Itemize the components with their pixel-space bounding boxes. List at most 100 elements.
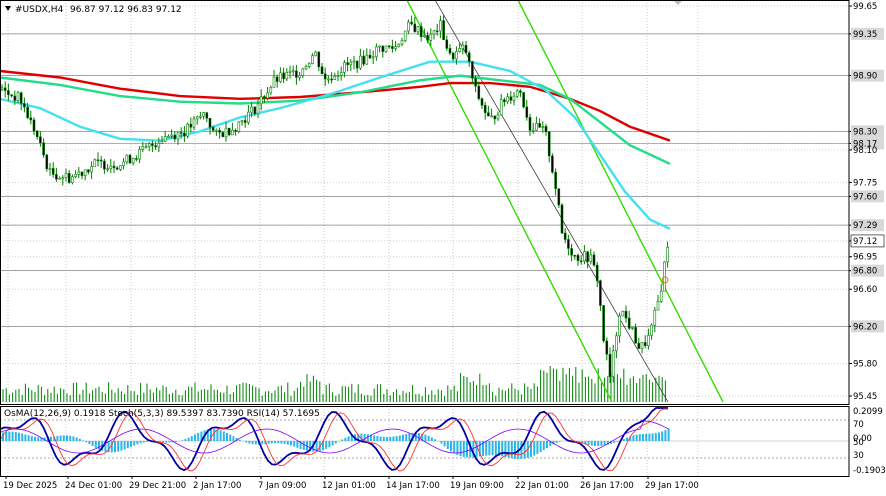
indicator-label: 70: [853, 420, 864, 430]
price-label: 99.65: [853, 2, 877, 12]
candle-body: [659, 290, 663, 302]
candle-body: [352, 60, 356, 63]
candle-body: [163, 136, 167, 142]
candle-body: [135, 158, 138, 160]
candle-body: [128, 154, 132, 164]
candle-body: [512, 95, 516, 101]
candle-body: [45, 154, 49, 170]
candle-body: [583, 251, 586, 262]
ohlc-readout: 96.87 97.12 96.83 97.12: [70, 5, 182, 15]
candle-body: [259, 96, 263, 105]
candle-body: [483, 105, 487, 113]
dropdown-triangle-icon[interactable]: [5, 6, 11, 11]
candle-body: [3, 87, 7, 91]
indicator-window[interactable]: [0, 407, 849, 472]
candle-body: [429, 33, 433, 41]
candle-body: [528, 117, 532, 131]
candle-body: [195, 116, 199, 120]
candle-body: [387, 45, 391, 48]
candle-body: [503, 99, 506, 103]
symbol-label: #USDX,H4: [15, 5, 64, 15]
candle-body: [26, 106, 29, 119]
trend-channels[interactable]: [406, 0, 724, 403]
candle-body: [160, 141, 164, 144]
frame: [0, 0, 850, 477]
candle-body: [77, 171, 81, 175]
price-label: 96.60: [853, 285, 877, 295]
candle-body: [311, 55, 314, 64]
price-label: 97.29: [853, 221, 877, 231]
candle-body: [579, 260, 583, 263]
candle-body: [394, 46, 397, 49]
candle-body: [451, 52, 455, 60]
candle-body: [109, 165, 113, 170]
candle-body: [151, 143, 154, 146]
price-label: 98.10: [853, 146, 877, 156]
candle-body: [391, 46, 394, 49]
indicator-label: 0.00: [853, 434, 872, 444]
candle-body: [247, 111, 250, 123]
candle-body: [605, 340, 609, 355]
channel-midline: [434, 0, 669, 403]
candle-body: [288, 70, 292, 73]
candle-body: [525, 106, 529, 118]
candle-body: [637, 342, 641, 349]
candle-body: [304, 66, 308, 70]
channel-line-upper: [517, 0, 724, 403]
candle-body: [240, 120, 244, 123]
time-label: 7 Jan 09:00: [258, 481, 306, 491]
candle-body: [336, 75, 340, 77]
time-label: 29 Jan 17:00: [645, 481, 699, 491]
candle-body: [141, 146, 145, 150]
candle-body: [522, 92, 525, 108]
candle-body: [307, 63, 311, 67]
candle-body: [19, 92, 23, 104]
scroll-marker-icon[interactable]: [674, 1, 682, 5]
candle-body: [554, 171, 557, 189]
candle-body: [189, 123, 193, 128]
candle-body: [611, 350, 615, 377]
candle-body: [519, 90, 522, 93]
candle-body: [570, 248, 573, 256]
candle-body: [157, 143, 161, 148]
ma-cyan-line: [0, 60, 671, 230]
moving-averages: [0, 60, 671, 230]
candle-body: [592, 254, 596, 266]
price-label: 97.75: [853, 178, 877, 188]
candle-body: [346, 62, 349, 66]
candle-body: [237, 121, 241, 132]
candle-body: [269, 87, 273, 94]
candle-body: [442, 20, 445, 41]
candle-body: [624, 310, 628, 319]
candle-body: [51, 168, 55, 175]
candle-body: [13, 95, 17, 101]
candle-body: [576, 254, 580, 262]
indicator-label: 0.2099: [853, 407, 883, 417]
candle-body: [397, 43, 401, 47]
time-label: 19 Jan 09:00: [450, 481, 504, 491]
candle-body: [80, 171, 84, 176]
candle-body: [471, 61, 474, 79]
signal-marker: [661, 276, 669, 284]
candle-body: [138, 149, 141, 160]
candle-body: [179, 132, 183, 134]
candle-body: [67, 173, 71, 183]
candle-body: [419, 26, 423, 37]
candle-body: [544, 126, 548, 133]
candle-body: [448, 48, 452, 54]
candle-body: [298, 75, 301, 78]
main-plot-border: [0, 0, 850, 405]
volume-bars: [2, 366, 666, 402]
level-price-box: [851, 320, 884, 333]
candle-body: [551, 155, 554, 173]
candle-body: [378, 45, 381, 48]
candle-body: [445, 39, 449, 49]
candle-body: [538, 123, 541, 128]
candle-body: [35, 130, 39, 138]
candle-body: [515, 90, 519, 97]
candle-body: [243, 120, 247, 123]
time-label: 24 Dec 01:00: [65, 481, 122, 491]
time-label: 12 Jan 01:00: [322, 481, 376, 491]
